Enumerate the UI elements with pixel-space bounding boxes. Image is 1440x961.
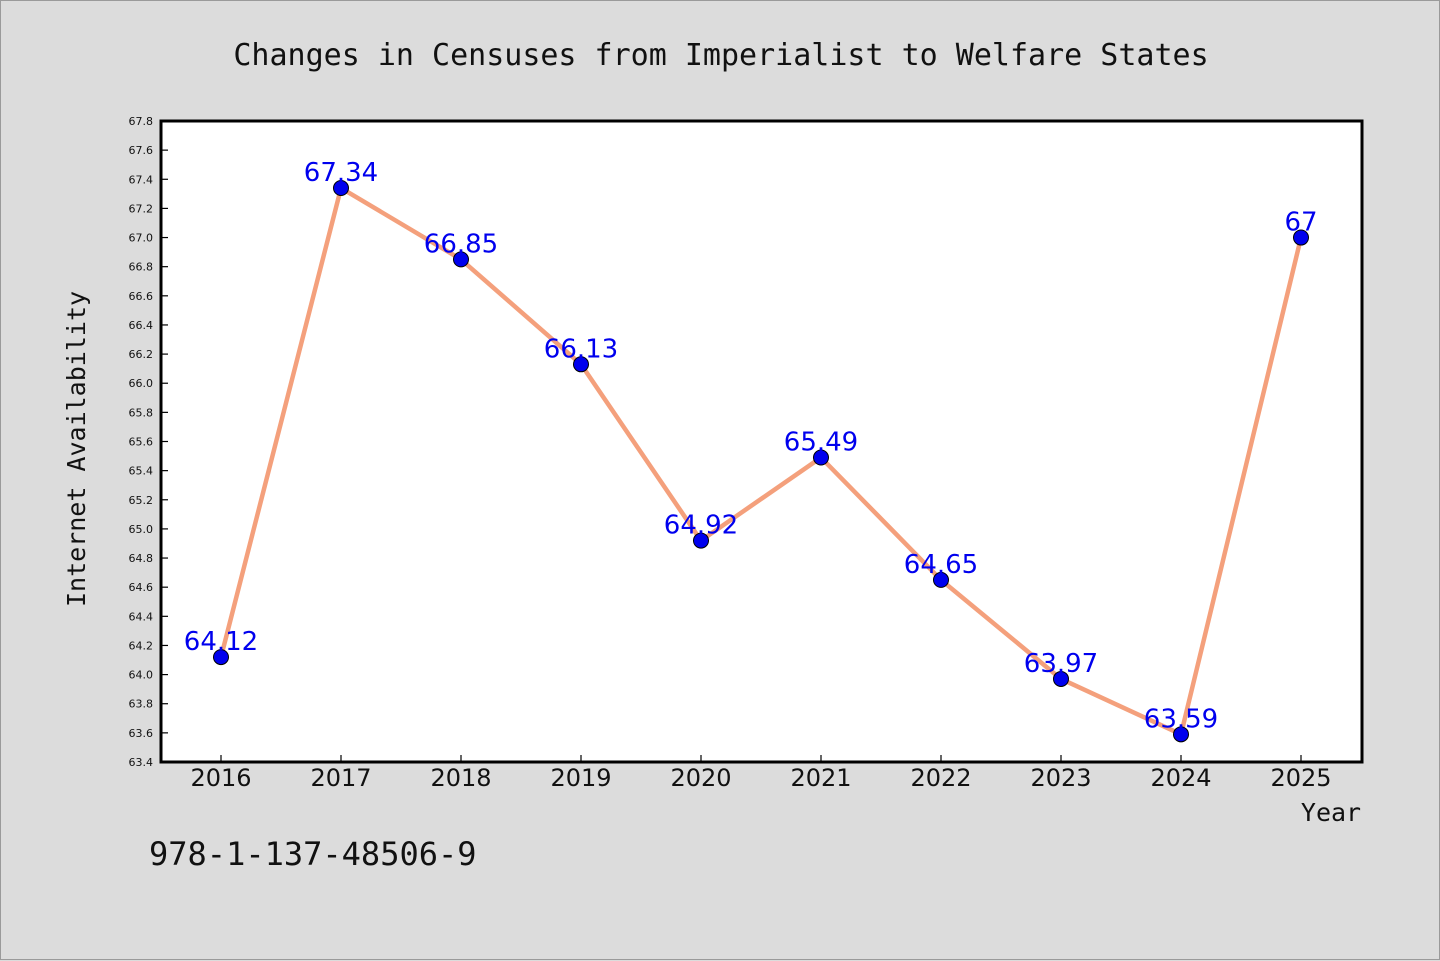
y-tick-label: 64.4 xyxy=(129,610,154,623)
y-tick-label: 66.6 xyxy=(129,290,154,303)
data-labels: 64.12 67.34 66.85 66.13 64.92 65.49 64.65 63.97… xyxy=(184,158,1318,734)
x-tick-label: 2020 xyxy=(670,764,731,792)
x-tick-label: 2022 xyxy=(910,764,971,792)
y-tick-label: 64.8 xyxy=(129,552,154,565)
data-point xyxy=(573,356,589,373)
y-tick-label: 63.6 xyxy=(129,727,154,740)
data-point xyxy=(213,649,229,666)
y-tick-label: 65.0 xyxy=(129,523,154,536)
y-tick-label: 64.0 xyxy=(129,669,154,682)
x-tick-label: 2017 xyxy=(310,764,371,792)
y-tick-label: 67.6 xyxy=(129,144,154,157)
y-tick-label: 65.2 xyxy=(129,494,154,507)
series-markers xyxy=(213,180,1309,743)
y-tick-label: 64.2 xyxy=(129,639,154,652)
x-tick-label: 2023 xyxy=(1030,764,1091,792)
y-tick-label: 63.8 xyxy=(129,698,154,711)
y-tick-label: 67.0 xyxy=(129,232,154,245)
data-label: 65.49 xyxy=(784,428,858,458)
y-tick-label: 64.6 xyxy=(129,581,154,594)
data-point xyxy=(1173,726,1189,743)
x-axis-label: Year xyxy=(1301,798,1361,827)
y-tick-label: 67.4 xyxy=(129,173,154,186)
y-tick-label: 66.8 xyxy=(129,261,154,274)
data-label: 63.59 xyxy=(1144,704,1218,734)
data-point xyxy=(1293,229,1309,246)
x-tick-label: 2016 xyxy=(190,764,251,792)
data-point xyxy=(813,449,829,466)
data-point xyxy=(693,532,709,549)
y-tick-label: 66.0 xyxy=(129,377,154,390)
y-tick-label: 66.2 xyxy=(129,348,154,361)
series-line xyxy=(218,185,1304,737)
data-label: 66.85 xyxy=(424,229,498,259)
x-tick-label: 2019 xyxy=(550,764,611,792)
x-tick-label: 2025 xyxy=(1270,764,1331,792)
y-tick-label: 67.8 xyxy=(129,115,154,128)
data-label: 66.13 xyxy=(544,334,618,364)
data-point xyxy=(1053,670,1069,687)
data-label: 63.97 xyxy=(1024,649,1098,679)
chart-title: Changes in Censuses from Imperialist to … xyxy=(233,38,1208,73)
data-label: 64.12 xyxy=(184,627,258,657)
data-label: 64.92 xyxy=(664,511,738,541)
plot-area xyxy=(159,119,1364,764)
y-axis-label: Internet Availability xyxy=(62,291,91,607)
data-label: 67 xyxy=(1284,208,1317,238)
x-axis-ticks: 2016 2017 2018 2019 2020 2021 2022 2023 2024 2025 xyxy=(190,755,1332,792)
y-tick-label: 67.2 xyxy=(129,202,154,215)
x-tick-label: 2018 xyxy=(430,764,491,792)
y-tick-label: 65.4 xyxy=(129,465,154,478)
data-point xyxy=(453,251,469,268)
data-point xyxy=(933,571,949,588)
x-tick-label: 2021 xyxy=(790,764,851,792)
y-tick-label: 63.4 xyxy=(129,756,154,769)
y-axis-ticks: 63.4 63.6 63.8 64.0 64.2 64.4 64.6 64.8 65.0 65.2… xyxy=(129,115,168,769)
isbn-caption: 978-1-137-48506-9 xyxy=(149,835,477,873)
y-tick-label: 66.4 xyxy=(129,319,154,332)
y-tick-label: 65.8 xyxy=(129,406,154,419)
data-label: 67.34 xyxy=(304,158,378,188)
data-point xyxy=(333,180,349,197)
y-tick-label: 65.6 xyxy=(129,436,154,449)
data-label: 64.65 xyxy=(904,550,978,580)
x-tick-label: 2024 xyxy=(1150,764,1211,792)
